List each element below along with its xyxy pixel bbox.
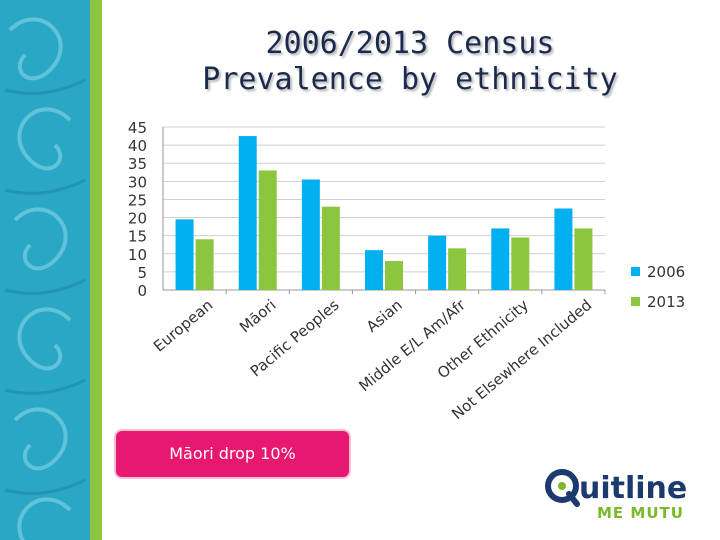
bar-2013-0 [195,239,214,290]
bar-2006-1 [238,136,257,290]
slide-title-line-2: Prevalence by ethnicity [202,62,618,97]
maori-drop-callout: Māori drop 10% [116,431,349,477]
quitline-q-icon [545,469,579,503]
y-tick-label: 0 [137,282,147,300]
y-tick-label: 35 [128,155,147,173]
bar-2013-3 [385,261,403,290]
legend-label: 2013 [647,293,685,311]
x-category-label: European [150,296,216,356]
x-category-label: Māori [236,296,279,337]
y-tick-label: 45 [128,119,147,137]
bar-2006-5 [491,228,510,290]
bar-2013-1 [258,170,277,290]
decorative-green-edge [90,0,102,540]
y-tick-label: 10 [128,246,147,264]
bar-2006-3 [365,250,383,290]
legend-swatch-2013 [631,297,640,306]
bar-2006-2 [301,179,320,290]
quitline-logo: uitline ME MUTU [545,469,687,522]
logo-word-sub: ME MUTU [597,504,684,522]
y-tick-label: 40 [128,137,147,155]
bar-2013-2 [321,206,340,290]
koru-pattern [4,17,86,540]
bar-2013-4 [448,248,467,290]
y-tick-label: 15 [128,228,147,246]
bar-2006-4 [428,235,447,290]
bar-2013-6 [574,228,593,290]
logo-word-main: uitline [579,471,687,506]
bar-2006-6 [554,208,573,290]
quitline-q-dot-icon [558,482,566,490]
x-category-label: Middle E/L Am/Afr [355,295,469,395]
y-tick-label: 5 [137,264,147,282]
slide-title-line-1: 2006/2013 Census [265,26,555,61]
x-category-label: Asian [363,296,406,336]
y-tick-label: 25 [128,191,147,209]
legend-swatch-2006 [631,267,640,276]
bar-2013-5 [511,237,530,290]
slide-title: 2006/2013 Census Prevalence by ethnicity [110,26,710,98]
y-tick-label: 20 [128,210,147,228]
y-tick-label: 30 [128,173,147,191]
legend-label: 2006 [647,263,685,281]
decorative-side-band [0,0,90,540]
bar-2006-0 [175,219,194,290]
